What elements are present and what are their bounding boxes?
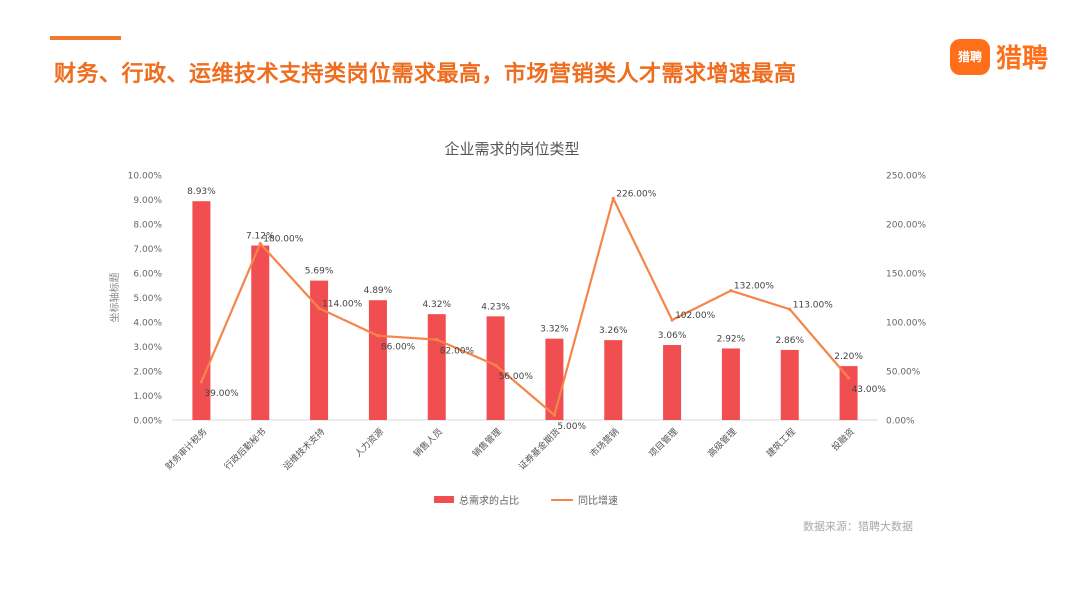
page-headline: 财务、行政、运维技术支持类岗位需求最高，市场营销类人才需求增速最高	[54, 62, 797, 87]
legend-bar-label: 总需求的占比	[459, 496, 519, 507]
bar-data-label: 3.26%	[599, 326, 628, 336]
left-tick-label: 9.00%	[133, 196, 162, 206]
bar-data-label: 2.86%	[775, 336, 804, 346]
category-label: 销售人员	[411, 426, 445, 460]
left-tick-label: 8.00%	[133, 221, 162, 231]
category-label: 财务审计税务	[163, 426, 210, 473]
bar-5	[486, 316, 505, 420]
right-tick-label: 150.00%	[886, 270, 926, 280]
line-data-label: 86.00%	[381, 343, 416, 353]
bar-data-label: 3.32%	[540, 325, 569, 335]
left-tick-label: 5.00%	[133, 294, 162, 304]
line-point-3	[376, 334, 380, 338]
left-tick-label: 3.00%	[133, 343, 162, 353]
line-data-label: 114.00%	[322, 299, 362, 309]
bar-data-label: 8.93%	[187, 187, 216, 197]
left-tick-label: 2.00%	[133, 368, 162, 378]
left-tick-label: 0.00%	[133, 417, 162, 427]
bar-8	[663, 345, 682, 420]
line-point-0	[199, 380, 204, 384]
bar-data-label: 2.20%	[834, 352, 863, 362]
legend-bar-swatch	[434, 496, 454, 503]
category-label: 投融资	[829, 426, 857, 454]
category-label: 建筑工程	[764, 426, 798, 460]
category-label: 项目管理	[646, 426, 680, 460]
legend-item-bar: 总需求的占比	[434, 492, 519, 507]
right-tick-label: 250.00%	[886, 172, 926, 182]
bar-2	[310, 280, 329, 420]
legend-line-swatch	[551, 498, 573, 501]
line-data-label: 226.00%	[616, 190, 656, 200]
y-axis-title: 坐标轴标题	[108, 273, 121, 323]
bar-data-label: 4.89%	[364, 286, 393, 296]
line-point-9	[729, 289, 733, 293]
line-point-7	[611, 196, 615, 201]
category-label: 人力资源	[352, 426, 386, 460]
bar-10	[780, 349, 799, 420]
bar-9	[721, 348, 740, 420]
right-tick-label: 0.00%	[886, 417, 915, 427]
line-data-label: 113.00%	[793, 300, 833, 310]
category-label: 证券基金期货	[516, 426, 563, 473]
brand-logo: 猎聘 猎聘	[949, 38, 1048, 75]
category-label: 销售管理	[470, 426, 504, 460]
line-point-8	[670, 318, 674, 322]
line-data-label: 180.00%	[263, 235, 303, 245]
line-point-11	[846, 376, 851, 380]
chart-legend: 总需求的占比 同比增速	[434, 492, 650, 507]
bar-3	[368, 300, 387, 420]
left-tick-label: 7.00%	[133, 245, 162, 255]
line-data-label: 43.00%	[852, 385, 887, 395]
bar-7	[604, 340, 623, 420]
left-tick-label: 4.00%	[133, 319, 162, 329]
line-point-4	[435, 338, 439, 342]
bar-data-label: 4.32%	[422, 300, 451, 310]
right-tick-label: 200.00%	[886, 221, 926, 231]
bar-1	[251, 245, 270, 420]
growth-line	[200, 197, 850, 417]
bar-data-label: 3.06%	[658, 331, 687, 341]
chart-title: 企业需求的岗位类型	[444, 140, 580, 158]
line-point-10	[788, 307, 792, 311]
line-data-label: 56.00%	[499, 372, 534, 382]
line-data-label: 82.00%	[440, 347, 475, 357]
right-tick-label: 100.00%	[886, 319, 926, 329]
legend-line-label: 同比增速	[578, 496, 618, 507]
category-label: 行政后勤秘书	[222, 426, 269, 473]
bar-11	[839, 366, 858, 420]
bar-4	[427, 314, 446, 420]
bar-0	[192, 201, 211, 420]
line-point-6	[552, 413, 557, 417]
legend-item-line: 同比增速	[551, 492, 618, 507]
line-data-label: 5.00%	[557, 422, 586, 432]
bar-6	[545, 338, 564, 420]
right-tick-label: 50.00%	[886, 368, 921, 378]
line-data-label: 39.00%	[204, 389, 239, 399]
bar-data-label: 2.92%	[717, 334, 746, 344]
brand-name: 猎聘	[995, 44, 1048, 74]
category-label: 高级管理	[705, 426, 739, 460]
left-tick-label: 10.00%	[128, 172, 163, 182]
liepin-logo-icon: 猎聘	[949, 38, 990, 75]
source-note: 数据来源：猎聘大数据	[803, 520, 913, 533]
category-label: 市场营销	[587, 426, 621, 460]
left-tick-label: 6.00%	[133, 270, 162, 280]
line-point-2	[317, 306, 321, 310]
line-data-label: 132.00%	[734, 282, 774, 292]
line-point-1	[258, 242, 262, 246]
category-label: 运维技术支持	[281, 426, 328, 473]
left-tick-label: 1.00%	[133, 392, 162, 402]
bar-data-label: 5.69%	[305, 267, 334, 277]
line-point-5	[493, 363, 498, 367]
bar-data-label: 7.12%	[246, 232, 275, 242]
bar-data-label: 4.23%	[481, 302, 510, 312]
accent-bar	[50, 36, 121, 40]
line-data-label: 102.00%	[675, 311, 715, 321]
